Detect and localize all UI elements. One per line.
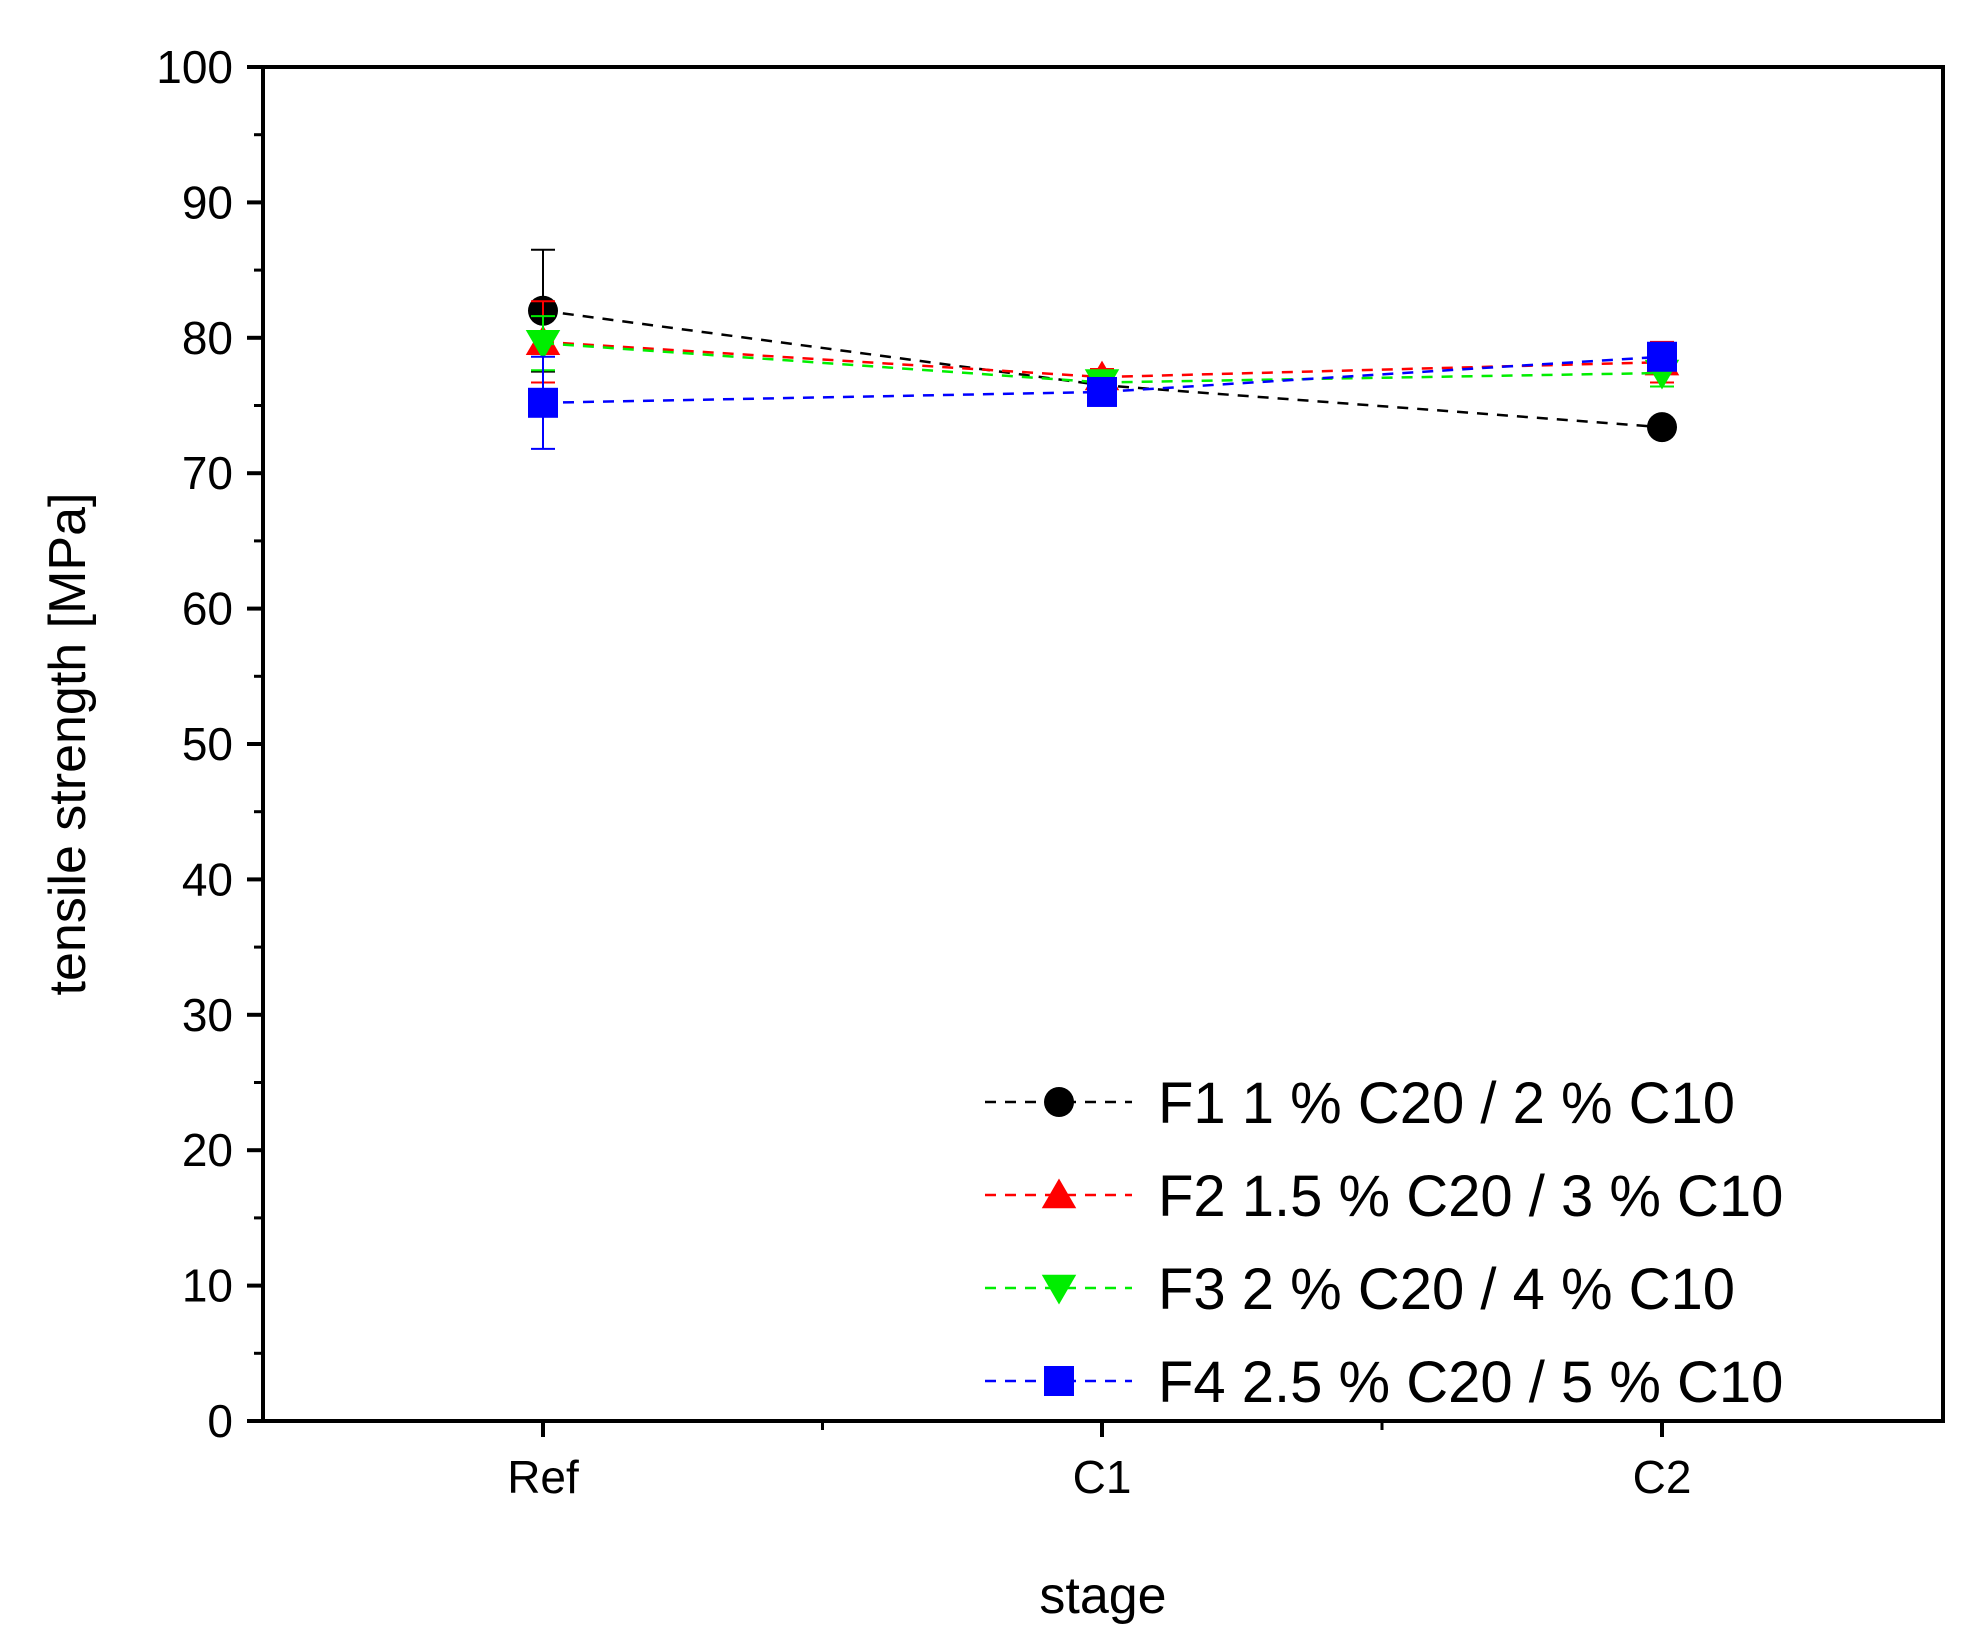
- y-tick-label: 80: [182, 312, 233, 364]
- legend-entry: F4 2.5 % C20 / 5 % C10: [985, 1350, 1783, 1415]
- data-point: [528, 387, 558, 418]
- legend-entry: F2 1.5 % C20 / 3 % C10: [985, 1164, 1783, 1229]
- axis-ticks: 0 10 20 30 40 50 60 70 80 90 100 Ref C1 C2: [156, 41, 1691, 1503]
- data-point: [1647, 341, 1677, 372]
- y-tick-label: 40: [182, 853, 233, 905]
- legend-marker: [1044, 1366, 1074, 1396]
- series-line: [542, 355, 1663, 405]
- x-tick-label: Ref: [507, 1451, 579, 1503]
- series-1: [528, 248, 1677, 443]
- data-point: [1647, 412, 1677, 443]
- series-4: [528, 341, 1677, 450]
- y-tick-label: 90: [182, 176, 233, 228]
- legend-marker: [1041, 1274, 1077, 1305]
- legend: F1 1 % C20 / 2 % C10 F2 1.5 % C20 / 3 % C…: [985, 1071, 1783, 1415]
- y-tick-label: 50: [182, 718, 233, 770]
- legend-marker: [1044, 1087, 1074, 1117]
- legend-label: F4 2.5 % C20 / 5 % C10: [1158, 1350, 1783, 1415]
- y-tick-label: 10: [182, 1260, 233, 1312]
- legend-entry: F1 1 % C20 / 2 % C10: [985, 1071, 1735, 1136]
- y-tick-label: 20: [182, 1124, 233, 1176]
- data-point: [1087, 376, 1117, 407]
- legend-entry: F3 2 % C20 / 4 % C10: [985, 1257, 1735, 1322]
- data-point: [525, 330, 561, 360]
- legend-label: F1 1 % C20 / 2 % C10: [1158, 1071, 1735, 1136]
- y-tick-label: 100: [156, 41, 233, 93]
- y-tick-label: 30: [182, 989, 233, 1041]
- x-tick-label: C1: [1073, 1451, 1132, 1503]
- data-series: [525, 248, 1680, 450]
- y-tick-label: 60: [182, 583, 233, 635]
- legend-label: F2 1.5 % C20 / 3 % C10: [1158, 1164, 1783, 1229]
- y-axis-title: tensile strength [MPa]: [39, 493, 97, 996]
- y-tick-label: 0: [207, 1395, 233, 1447]
- x-axis-title: stage: [1039, 1567, 1166, 1625]
- x-tick-label: C2: [1633, 1451, 1692, 1503]
- legend-marker: [1041, 1178, 1077, 1209]
- plot-frame: [261, 65, 1945, 1423]
- y-tick-label: 70: [182, 447, 233, 499]
- legend-label: F3 2 % C20 / 4 % C10: [1158, 1257, 1735, 1322]
